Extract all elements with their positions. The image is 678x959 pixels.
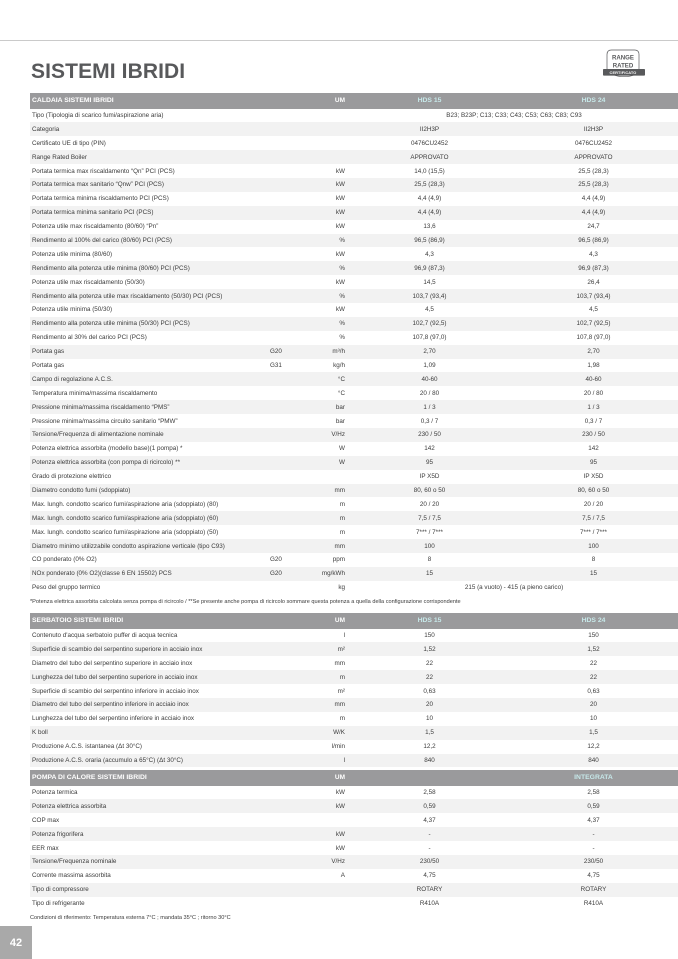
svg-text:RATED: RATED: [613, 62, 634, 69]
svg-text:RANGE: RANGE: [612, 55, 634, 62]
svg-text:CERTIFICATO: CERTIFICATO: [610, 70, 637, 75]
